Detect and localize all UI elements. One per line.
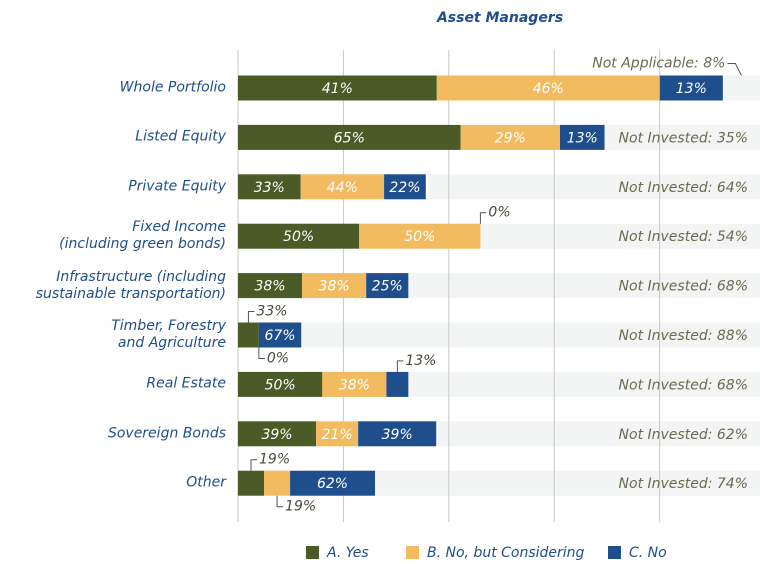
bar-segment	[316, 421, 359, 447]
category-label: Timber, Forestry and Agriculture	[111, 318, 226, 351]
category-label: Real Estate	[146, 375, 226, 392]
leader-line	[247, 311, 255, 323]
bar-segment	[302, 273, 367, 299]
remainder-track	[406, 273, 760, 299]
value-label: 13%	[676, 81, 707, 97]
bar-segment	[238, 371, 323, 397]
remainder-track	[375, 470, 760, 496]
category-label: Private Equity	[128, 178, 226, 195]
bar-segment	[258, 322, 302, 348]
value-label: 29%	[495, 130, 526, 146]
category-label: Sovereign Bonds	[107, 425, 226, 442]
remainder-track	[480, 223, 760, 249]
bar-segment	[264, 470, 291, 496]
bar-segment	[238, 273, 303, 299]
legend-swatch	[608, 546, 621, 559]
bar-segment	[460, 124, 560, 150]
value-label: 38%	[319, 279, 350, 295]
remainder-label: Not Invested: 54%	[619, 229, 748, 245]
remainder-track	[406, 371, 760, 397]
value-label: 44%	[327, 180, 358, 196]
category-label: Other	[186, 474, 226, 491]
bar-segment	[300, 174, 385, 200]
value-label: 50%	[265, 377, 296, 393]
value-label: 13%	[567, 130, 598, 146]
legend-label: B. No, but Considering	[427, 545, 585, 561]
value-label: 39%	[261, 427, 292, 443]
bar-segment	[559, 124, 605, 150]
leader-line	[250, 459, 258, 471]
remainder-label: Not Invested: 68%	[619, 377, 748, 393]
remainder-track	[580, 124, 760, 150]
bar-segment	[290, 470, 376, 496]
value-label: 39%	[382, 427, 413, 443]
value-label: 50%	[283, 229, 314, 245]
remainder-label: Not Invested: 74%	[619, 476, 748, 492]
category-label: Fixed Income (including green bonds)	[59, 219, 226, 253]
value-label: 41%	[322, 81, 353, 97]
remainder-track	[427, 174, 760, 200]
bar-segment	[366, 273, 409, 299]
remainder-track	[438, 421, 760, 447]
leader-line	[479, 212, 487, 224]
value-label: 13%	[405, 353, 436, 369]
remainder-label: Not Invested: 68%	[619, 279, 748, 295]
remainder-label: Not Invested: 88%	[619, 328, 748, 344]
bar-segment	[238, 470, 265, 496]
bar-segment	[386, 371, 409, 397]
legend-label: A. Yes	[326, 545, 369, 561]
value-label: 33%	[256, 304, 287, 320]
bar-segment	[322, 371, 387, 397]
bar-segment	[238, 223, 360, 249]
bar-segment	[238, 174, 301, 200]
remainder-track	[722, 75, 760, 101]
category-label: Whole Portfolio	[119, 79, 226, 96]
value-label: 0%	[267, 351, 289, 367]
value-label: 67%	[264, 328, 295, 344]
value-label: 25%	[372, 279, 403, 295]
bar-segment	[238, 322, 259, 348]
value-label: 62%	[317, 476, 348, 492]
category-label: Infrastructure (including sustainable tr…	[35, 268, 226, 302]
value-label: 65%	[334, 130, 365, 146]
leader-line	[396, 360, 404, 372]
bar-segment	[436, 75, 660, 101]
remainder-track	[301, 322, 760, 348]
legend-label: C. No	[629, 545, 667, 561]
legend-swatch	[306, 546, 319, 559]
value-label: 46%	[533, 81, 564, 97]
value-label: 19%	[285, 499, 316, 515]
remainder-label: Not Invested: 62%	[619, 427, 748, 443]
leader-line	[258, 347, 265, 359]
bar-segment	[238, 75, 437, 101]
bar-segment	[358, 421, 437, 447]
value-label: 50%	[404, 229, 435, 245]
value-label: 0%	[488, 205, 510, 221]
bar-segment	[659, 75, 723, 101]
bar-segment	[238, 124, 461, 150]
bar-segment	[238, 421, 317, 447]
leader-line	[276, 495, 284, 508]
value-label: 38%	[339, 377, 370, 393]
legend-swatch	[406, 546, 419, 559]
bar-segment	[359, 223, 481, 249]
bar-segment	[384, 174, 426, 200]
remainder-label: Not Invested: 64%	[619, 180, 748, 196]
value-label: 33%	[254, 180, 285, 196]
value-label: 22%	[389, 180, 420, 196]
category-label: Listed Equity	[135, 128, 226, 145]
remainder-label: Not Invested: 35%	[619, 130, 748, 146]
leader-line	[727, 63, 742, 76]
value-label: 19%	[259, 452, 290, 468]
remainder-label: Not Applicable: 8%	[592, 56, 725, 72]
value-label: 21%	[322, 427, 353, 443]
value-label: 38%	[254, 279, 285, 295]
chart-title: Asset Managers	[436, 10, 563, 26]
